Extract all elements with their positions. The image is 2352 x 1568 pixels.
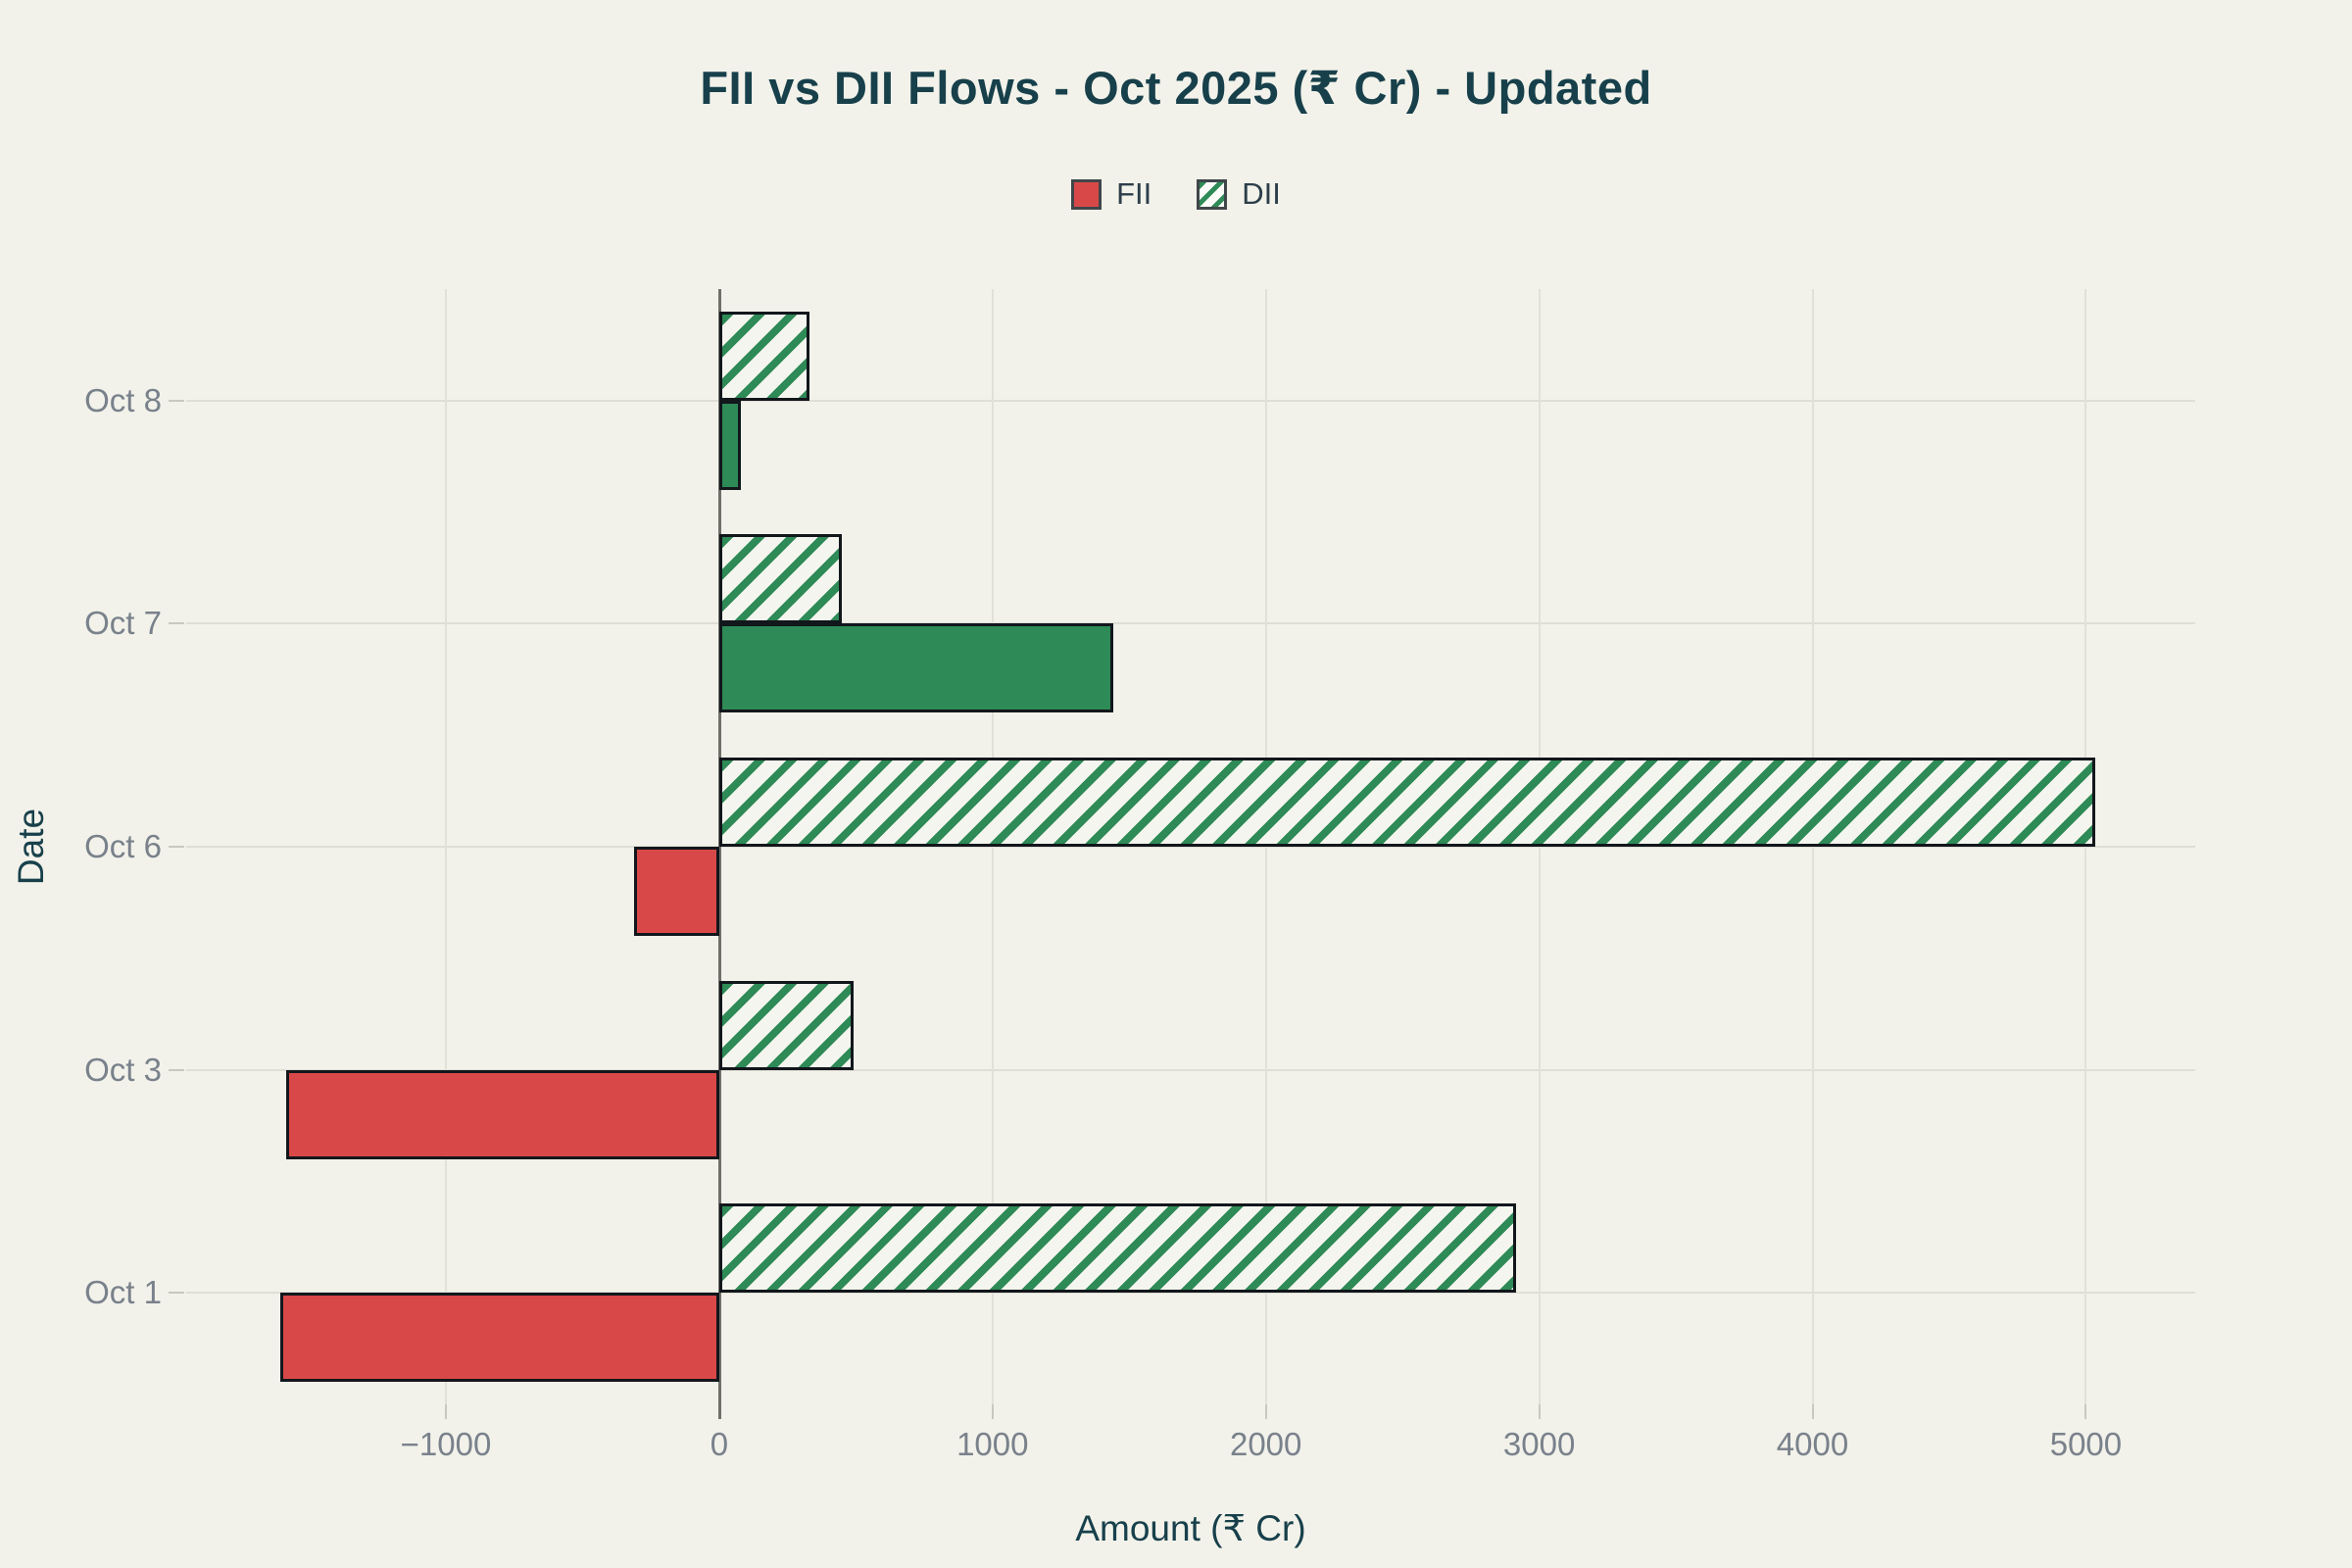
legend-item-fii[interactable]: FII	[1071, 176, 1152, 212]
x-tick-mark	[444, 1404, 447, 1419]
y-axis-title: Date	[11, 808, 51, 886]
chart-title: FII vs DII Flows - Oct 2025 (₹ Cr) - Upd…	[700, 62, 1652, 114]
legend-item-dii[interactable]: DII	[1197, 176, 1281, 212]
x-tick-label: 3000	[1502, 1426, 1576, 1462]
x-gridline	[444, 289, 447, 1404]
bar-fii-oct-8	[718, 400, 742, 490]
x-gridline	[2084, 289, 2087, 1404]
bar-dii-oct-6	[718, 757, 2096, 847]
x-gridline	[991, 289, 994, 1404]
x-tick-label: 4000	[1776, 1426, 1849, 1462]
y-tick-label: Oct 1	[84, 1274, 162, 1311]
x-tick-label: 1000	[956, 1426, 1029, 1462]
legend: FII DII	[0, 176, 2352, 212]
legend-label-dii: DII	[1242, 176, 1281, 211]
y-tick-label: Oct 7	[84, 605, 162, 642]
x-tick-label: 5000	[2049, 1426, 2123, 1462]
bar-fii-oct-1	[280, 1293, 719, 1383]
bar-dii-oct-3	[718, 980, 854, 1070]
category-gridline	[186, 399, 2195, 402]
x-tick-mark	[991, 1404, 994, 1419]
category-gridline	[186, 622, 2195, 625]
x-axis-title: Amount (₹ Cr)	[1075, 1508, 1306, 1548]
fii-swatch-icon	[1071, 178, 1102, 210]
x-gridline	[1264, 289, 1267, 1404]
x-tick-mark	[1538, 1404, 1541, 1419]
bar-dii-oct-8	[718, 311, 809, 401]
bar-fii-oct-3	[285, 1069, 719, 1159]
bar-fii-oct-7	[718, 623, 1113, 713]
y-tick-mark	[169, 622, 184, 625]
x-tick-label: −1000	[400, 1426, 492, 1462]
dii-hatch-swatch-icon	[1197, 178, 1228, 210]
y-tick-mark	[169, 1068, 184, 1071]
x-gridline	[1538, 289, 1541, 1404]
bar-dii-oct-1	[718, 1203, 1516, 1294]
y-tick-label: Oct 6	[84, 828, 162, 864]
category-gridline	[186, 1292, 2195, 1295]
x-gridline	[1811, 289, 1814, 1404]
y-tick-mark	[169, 846, 184, 848]
x-tick-mark	[2084, 1404, 2087, 1419]
category-gridline	[186, 846, 2195, 848]
y-tick-mark	[169, 399, 184, 402]
category-gridline	[186, 1068, 2195, 1071]
legend-label-fii: FII	[1116, 176, 1152, 211]
x-tick-mark	[1811, 1404, 1814, 1419]
bar-fii-oct-6	[633, 847, 719, 937]
x-tick-label: 0	[710, 1426, 729, 1462]
x-tick-label: 2000	[1229, 1426, 1302, 1462]
y-tick-label: Oct 8	[84, 381, 162, 418]
x-tick-mark	[1264, 1404, 1267, 1419]
bar-dii-oct-7	[718, 534, 843, 624]
y-tick-mark	[169, 1292, 184, 1295]
zero-axis-line	[717, 289, 721, 1419]
y-tick-label: Oct 3	[84, 1051, 162, 1088]
